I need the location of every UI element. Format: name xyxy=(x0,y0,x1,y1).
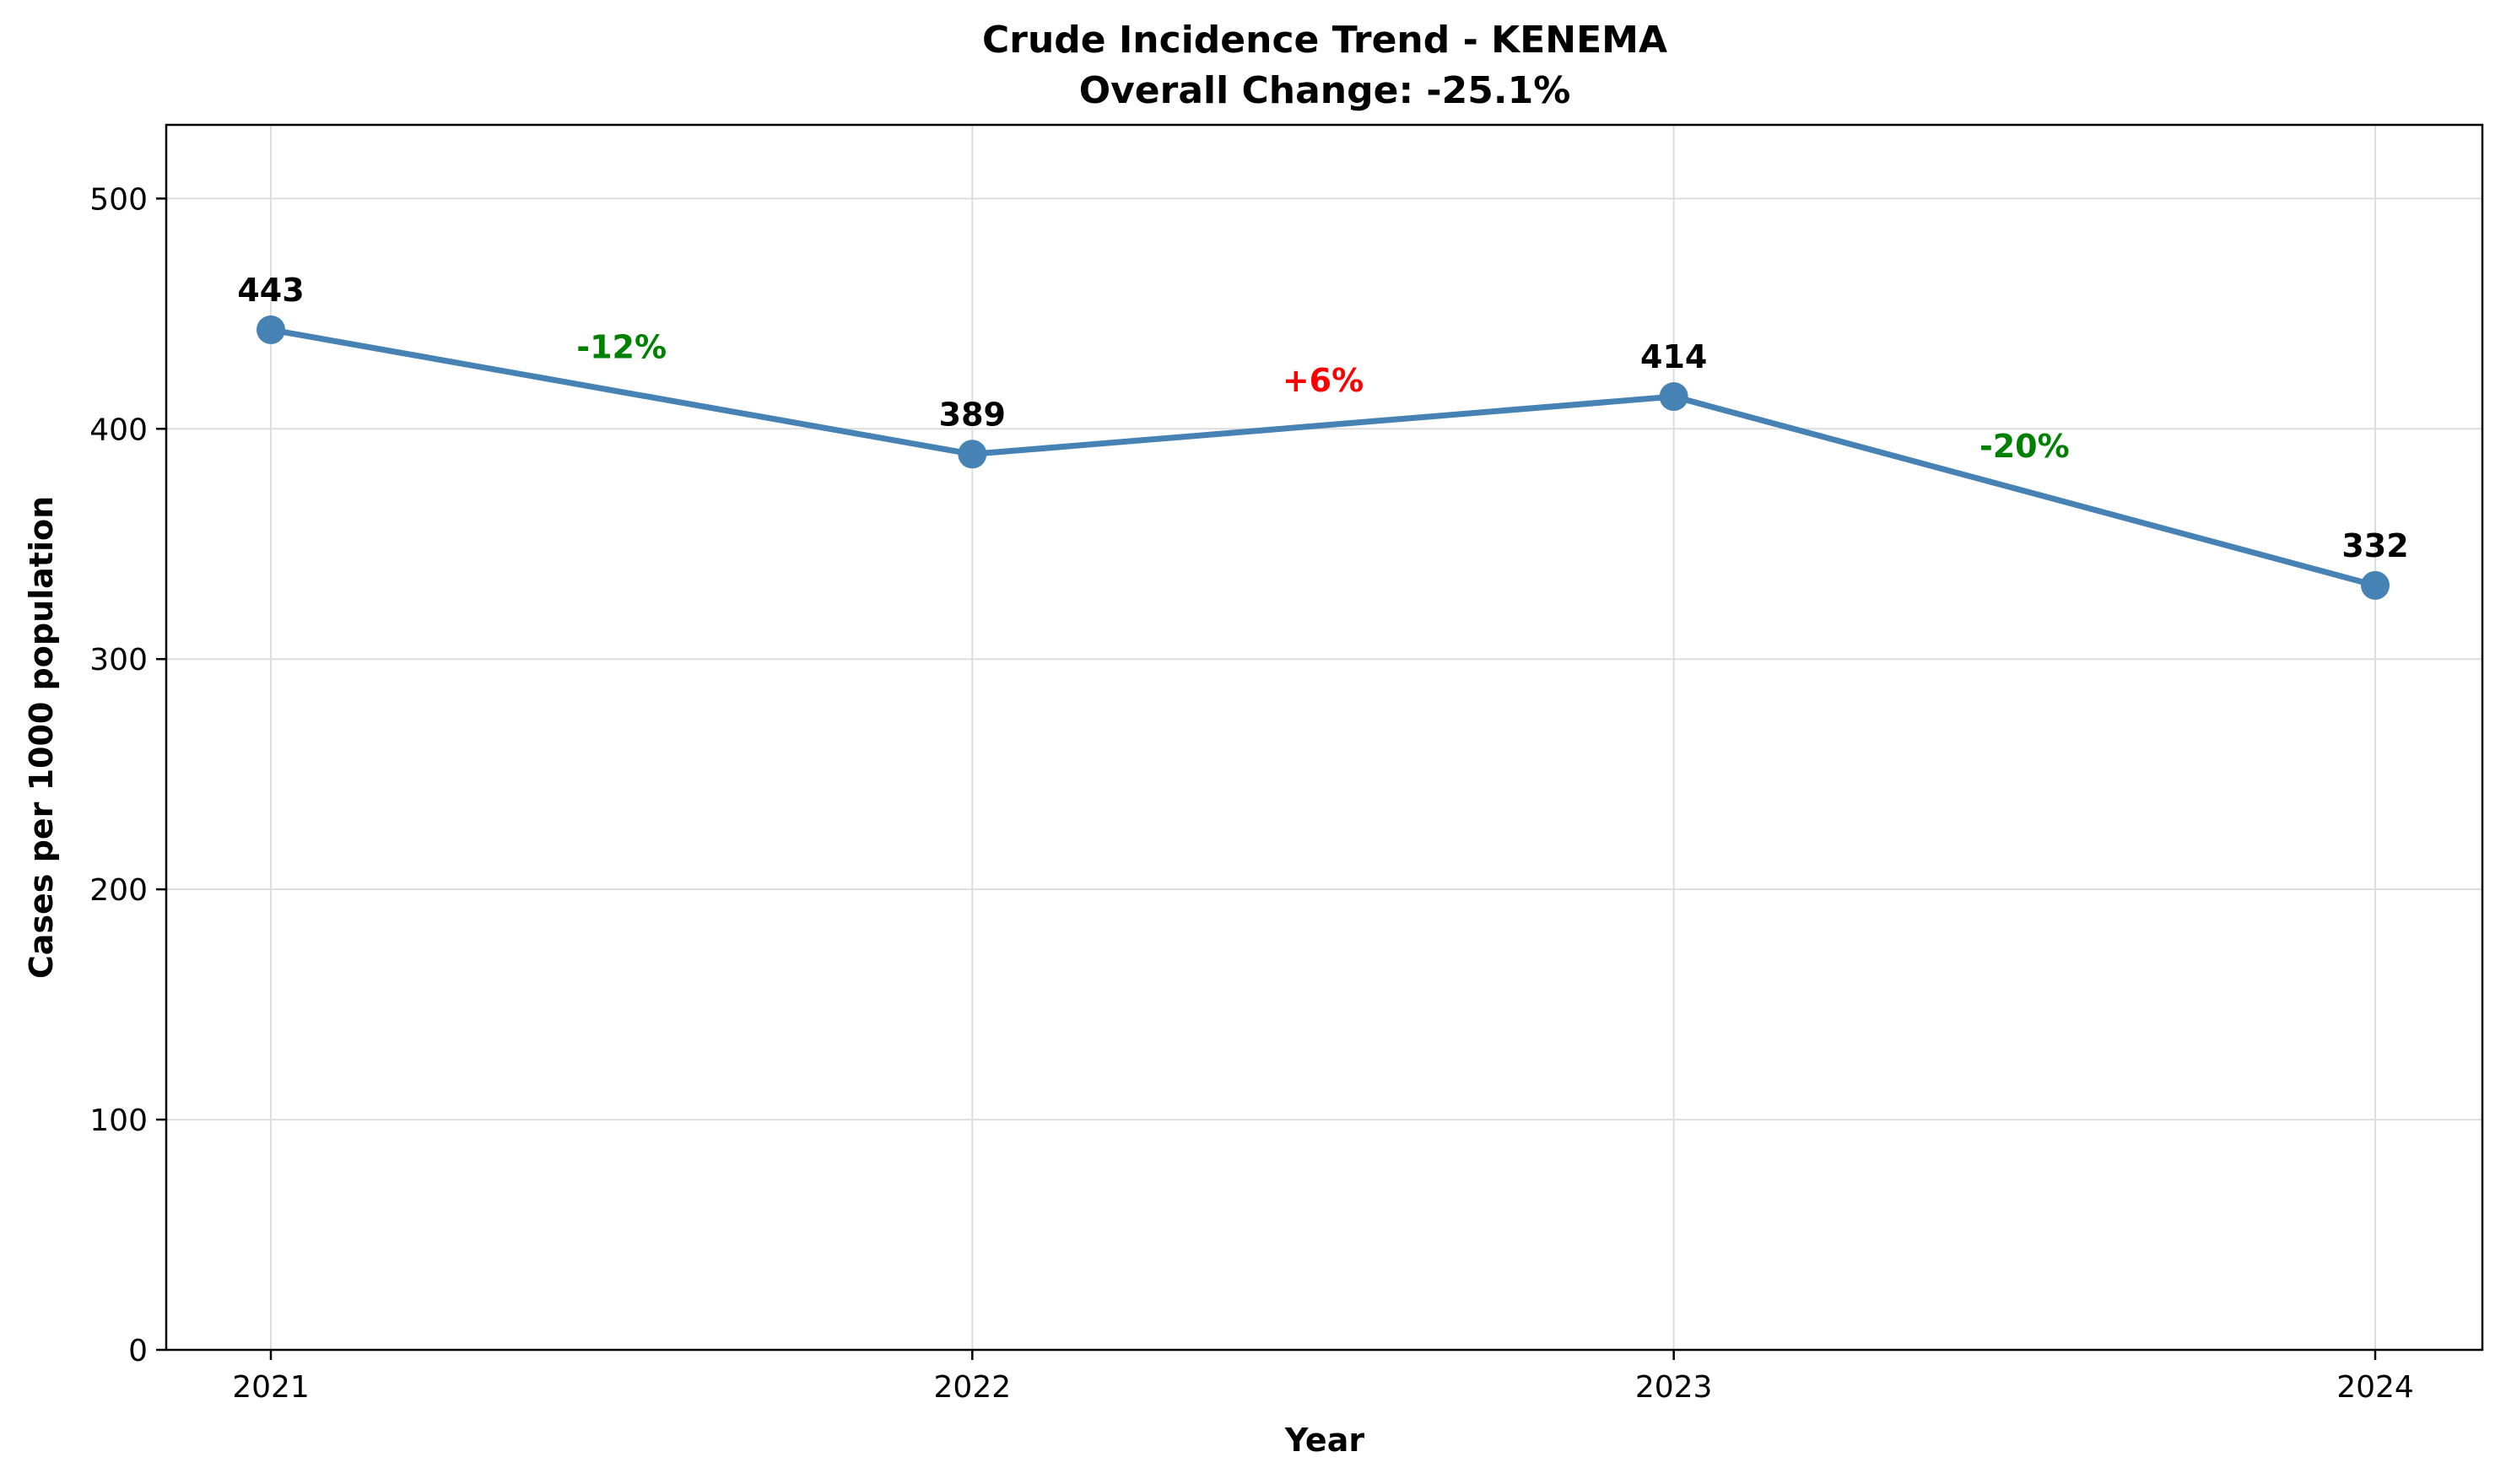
series-line xyxy=(267,326,2379,589)
data-label: 389 xyxy=(939,396,1006,433)
y-tick-label: 400 xyxy=(89,413,148,447)
x-tick-label: 2023 xyxy=(1635,1370,1713,1405)
y-axis-label: Cases per 1000 population xyxy=(23,496,60,979)
x-tick-label: 2024 xyxy=(2336,1370,2414,1405)
data-labels: 443 389 414 332 -12% +6% -20% xyxy=(237,272,2408,564)
data-point xyxy=(2361,570,2390,600)
change-label: -12% xyxy=(576,329,667,366)
chart-title: Crude Incidence Trend - KENEMA xyxy=(982,19,1667,62)
y-tick-label: 500 xyxy=(89,182,148,217)
axes: 0 100 200 300 400 500 2021 2022 2023 2024 xyxy=(89,182,2414,1405)
change-label: +6% xyxy=(1283,362,1364,399)
data-label: 414 xyxy=(1640,338,1707,375)
chart-subtitle: Overall Change: -25.1% xyxy=(1079,69,1571,112)
x-tick-label: 2022 xyxy=(934,1370,1012,1405)
data-point xyxy=(257,315,285,344)
data-point xyxy=(1659,382,1688,412)
data-series xyxy=(257,315,2390,600)
y-tick-label: 200 xyxy=(89,873,148,908)
y-tick-label: 0 xyxy=(128,1334,148,1368)
data-point xyxy=(958,440,987,469)
data-label: 443 xyxy=(237,272,304,309)
y-tick-label: 300 xyxy=(89,643,148,677)
x-axis-label: Year xyxy=(1284,1422,1364,1459)
data-label: 332 xyxy=(2341,527,2408,564)
y-tick-label: 100 xyxy=(89,1104,148,1138)
grid-lines xyxy=(166,125,2482,1351)
plot-frame xyxy=(165,123,2484,1352)
change-label: -20% xyxy=(1979,428,2070,465)
x-tick-label: 2021 xyxy=(232,1370,310,1405)
